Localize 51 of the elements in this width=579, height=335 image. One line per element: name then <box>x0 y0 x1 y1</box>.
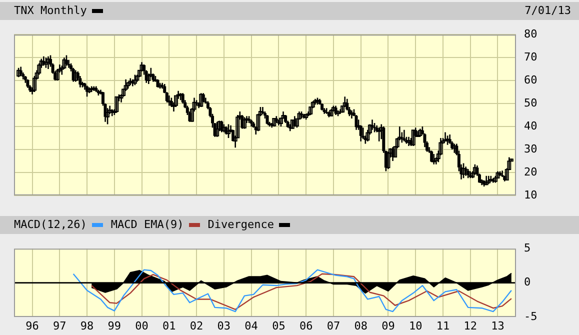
x-tick-label: 04 <box>244 319 258 332</box>
x-tick-label: 07 <box>326 319 340 332</box>
x-tick-label: 97 <box>53 319 66 332</box>
y-tick-label: 30 <box>524 142 538 156</box>
candlestick <box>266 114 269 125</box>
legend-label: TNX Monthly <box>14 3 87 19</box>
candlestick <box>202 92 205 104</box>
candlestick <box>464 166 468 177</box>
candlestick <box>452 143 456 154</box>
y-tick-label: 60 <box>524 73 538 86</box>
y-tick-label: 10 <box>524 188 538 202</box>
candlestick <box>44 56 48 69</box>
candlestick <box>261 106 264 114</box>
text: 7/01/13 <box>524 3 571 19</box>
x-tick-label: 00 <box>135 319 148 332</box>
y-tick-label: 70 <box>524 50 538 64</box>
x-tick-label: 01 <box>162 319 176 332</box>
candlestick <box>19 66 22 77</box>
x-tick-label: 05 <box>272 319 286 332</box>
y-tick-label: 40 <box>524 119 538 132</box>
x-tick-label: 06 <box>299 319 313 332</box>
x-tick-label: 09 <box>382 319 395 332</box>
legend-label: MACD EMA(9) <box>110 217 184 233</box>
x-tick-label: 99 <box>108 319 122 332</box>
y-tick-label: -5 <box>524 310 538 323</box>
y-tick-label: 50 <box>524 96 538 110</box>
legend-label: Divergence <box>208 217 274 233</box>
candlestick <box>46 56 50 70</box>
x-tick-label: 10 <box>408 319 422 332</box>
x-tick-label: 08 <box>354 319 368 332</box>
legend-label: MACD(12,26) <box>14 217 87 233</box>
candlestick <box>106 107 110 125</box>
candlestick <box>55 68 60 82</box>
x-tick-label: 96 <box>26 319 39 332</box>
y-tick-label: 20 <box>524 165 538 178</box>
x-tick-label: 98 <box>80 319 94 332</box>
x-tick-label: 03 <box>217 319 231 332</box>
candlestick <box>37 62 42 76</box>
candlestick <box>16 67 21 78</box>
candlestick <box>74 70 78 82</box>
x-tick-label: 11 <box>436 319 450 332</box>
candlestick <box>370 118 374 131</box>
x-tick-label: 12 <box>464 319 477 332</box>
x-tick-label: 13 <box>491 319 504 332</box>
y-tick-label: 0 <box>524 276 531 289</box>
candlestick <box>174 94 178 108</box>
x-tick-label: 02 <box>190 319 204 332</box>
y-tick-label: 80 <box>524 27 538 40</box>
candlestick <box>114 96 119 114</box>
y-tick-label: 5 <box>524 241 531 254</box>
candlestick <box>64 54 68 66</box>
